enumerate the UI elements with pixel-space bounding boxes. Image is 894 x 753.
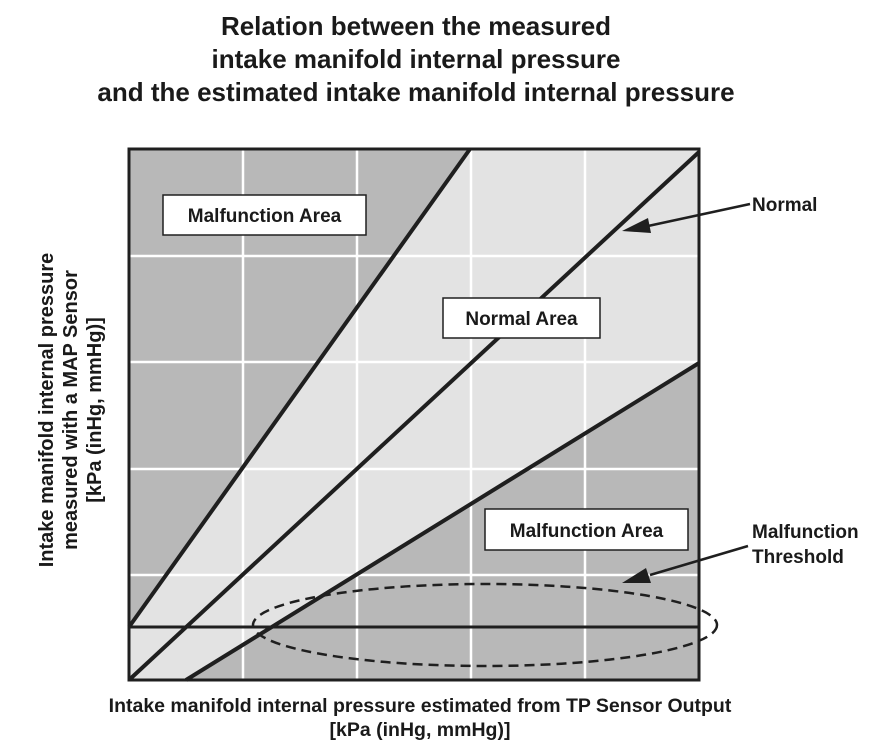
y-axis-label-line-1: Intake manifold internal pressure [36, 252, 58, 568]
normal-area-label: Normal Area [465, 309, 578, 330]
normal-callout-label: Normal [752, 195, 817, 216]
title-line-1: Relation between the measured [220, 11, 612, 41]
y-axis-label-line-3: [kPa (inHg, mmHg)] [84, 317, 106, 503]
title-line-2: intake manifold internal pressure [211, 44, 621, 74]
malfunction-area-lower-label-box: Malfunction Area [484, 508, 689, 551]
x-axis-label-line-2: [kPa (inHg, mmHg)] [329, 719, 511, 741]
plot-frame [127, 147, 701, 682]
threshold-callout-arrow [622, 544, 749, 583]
x-axis-label: Intake manifold internal pressure estima… [50, 694, 790, 742]
normal-callout-arrow [622, 202, 751, 233]
malfunction-area-upper-label: Malfunction Area [188, 206, 342, 227]
threshold-callout-label-line-2: Threshold [752, 547, 844, 568]
title-line-3: and the estimated intake manifold intern… [97, 77, 735, 107]
upper-malfunction-threshold-line [127, 147, 472, 629]
diagram-title: Relation between the measured intake man… [0, 10, 832, 109]
threshold-highlight-ellipse [251, 582, 719, 668]
malfunction-area-lower-label: Malfunction Area [510, 521, 664, 542]
malfunction-area-upper-label-box: Malfunction Area [162, 194, 367, 236]
y-axis-label-line-2: measured with a MAP Sensor [60, 270, 82, 550]
threshold-callout-label-line-1: Malfunction [752, 522, 859, 543]
normal-line [127, 150, 701, 682]
x-axis-label-line-1: Intake manifold internal pressure estima… [108, 695, 732, 717]
normal-area-label-box: Normal Area [442, 297, 601, 339]
y-axis-label: Intake manifold internal pressure measur… [35, 200, 115, 620]
